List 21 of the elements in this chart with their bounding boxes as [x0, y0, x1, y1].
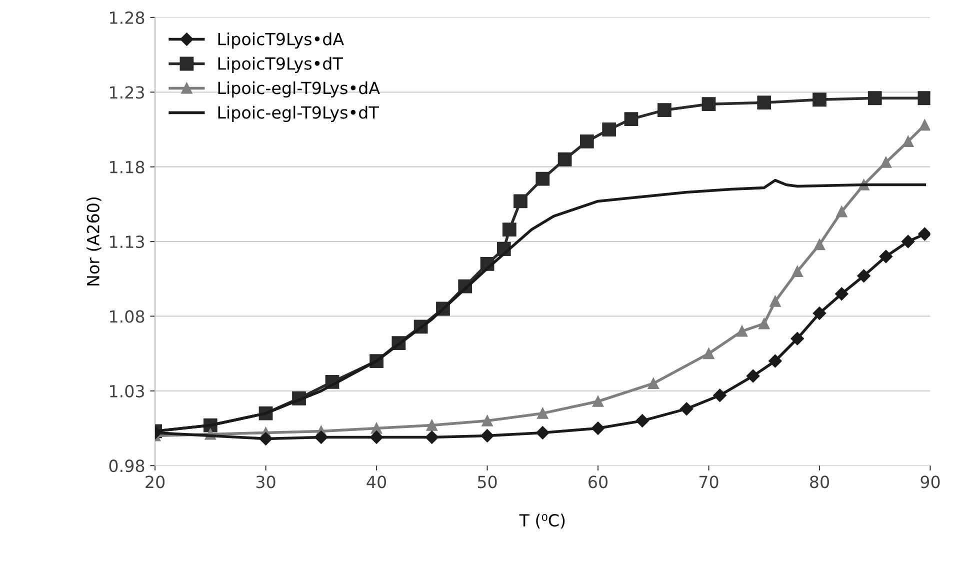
y-tick-label: 1.13 [110, 235, 144, 248]
x-tick-label: 60 [588, 476, 608, 488]
y-tick-label: 0.98 [109, 460, 144, 472]
x-tick-label: 20 [146, 476, 165, 488]
x-tick-label: 40 [366, 476, 386, 488]
y-tick-label: 1.08 [110, 310, 144, 323]
legend-label: Lipoic-egl-T9Lys•dA [218, 81, 380, 98]
y-tick-label: 1.18 [110, 160, 144, 174]
x-axis-title: T (⁰C) [519, 514, 565, 529]
y-tick-label: 1.23 [110, 86, 144, 99]
x-tick-label: 70 [700, 476, 718, 488]
y-tick-label: 1.28 [110, 11, 144, 24]
x-tick-label: 90 [920, 476, 940, 488]
legend-label: LipoicT9Lys•dA [218, 32, 344, 49]
legend-label: LipoicT9Lys•dT [218, 56, 343, 74]
x-tick-label: 50 [478, 476, 497, 488]
x-tick-label: 30 [256, 476, 276, 488]
x-tick-label: 80 [810, 476, 829, 488]
legend-label: Lipoic-egl-T9Lys•dT [218, 106, 379, 122]
y-tick-label: 1.03 [110, 384, 144, 398]
y-axis-title: Nor (A260) [86, 197, 102, 286]
